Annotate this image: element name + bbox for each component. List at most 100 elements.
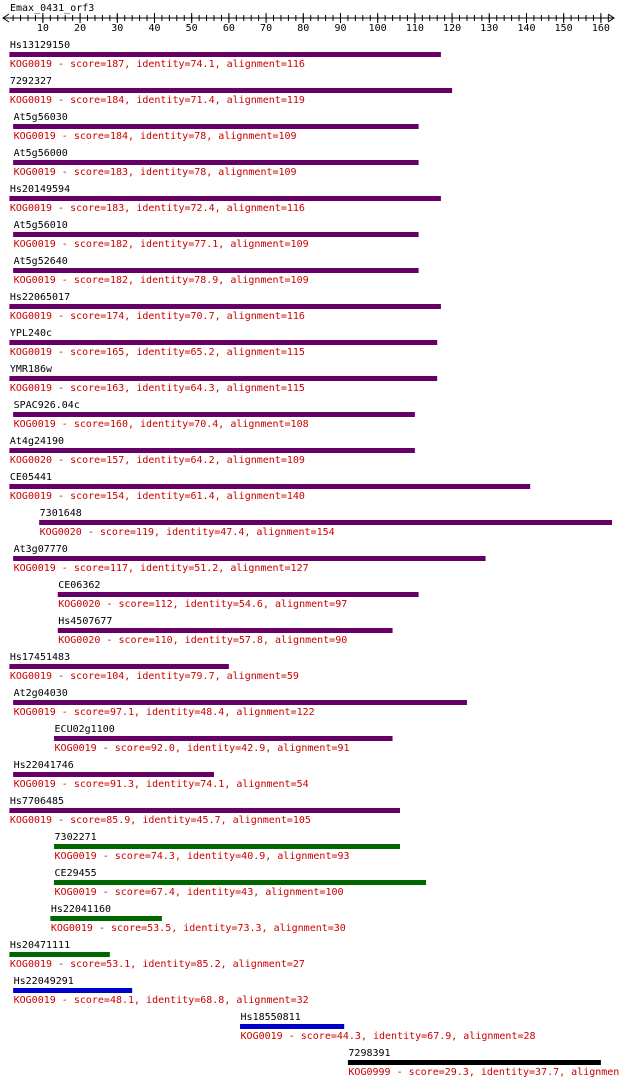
hit-row: Hs20149594 KOG0019 - score=183, identity=… xyxy=(9,184,441,214)
hit-name: At4g24190 xyxy=(10,436,64,447)
hit-description: KOG0019 - score=182, identity=78.9, alig… xyxy=(14,275,309,286)
hit-row: CE29455 KOG0019 - score=67.4, identity=43… xyxy=(54,868,427,898)
hit-name: CE29455 xyxy=(55,868,97,879)
hit-row: Hs13129150 KOG0019 - score=187, identity=… xyxy=(9,40,441,70)
hit-description: KOG0019 - score=187, identity=74.1, alig… xyxy=(10,59,305,70)
hit-row: ECU02g1100 KOG0019 - score=92.0, identity… xyxy=(54,724,393,754)
hit-name: Hs22065017 xyxy=(10,292,70,303)
hit-description: KOG0020 - score=112, identity=54.6, alig… xyxy=(58,599,347,610)
hit-bar xyxy=(9,340,438,345)
hit-name: 7302271 xyxy=(55,832,97,843)
hit-bar xyxy=(54,736,393,741)
hit-description: KOG0019 - score=165, identity=65.2, alig… xyxy=(10,347,305,358)
hit-bar xyxy=(13,556,486,561)
hit-description: KOG0019 - score=74.3, identity=40.9, ali… xyxy=(55,851,350,862)
axis-tick-label: 150 xyxy=(555,23,573,34)
hit-row: 7302271 KOG0019 - score=74.3, identity=40… xyxy=(54,832,400,862)
hit-description: KOG0019 - score=174, identity=70.7, alig… xyxy=(10,311,305,322)
hit-name: Hs20149594 xyxy=(10,184,70,195)
hit-name: Hs20471111 xyxy=(10,940,70,951)
hit-bar xyxy=(9,448,415,453)
hit-name: 7292327 xyxy=(10,76,52,87)
axis-tick-label: 110 xyxy=(406,23,424,34)
axis-tick-label: 30 xyxy=(111,23,123,34)
hit-row: At4g24190 KOG0020 - score=157, identity=6… xyxy=(9,436,415,466)
hit-bar xyxy=(9,808,401,813)
hit-description: KOG0019 - score=183, identity=78, alignm… xyxy=(14,167,297,178)
hit-name: Hs22049291 xyxy=(14,976,74,987)
axis-tick-label: 40 xyxy=(148,23,160,34)
hit-row: Hs20471111 KOG0019 - score=53.1, identity… xyxy=(9,940,305,970)
hit-name: Hs17451483 xyxy=(10,652,70,663)
hit-name: At5g56010 xyxy=(14,220,68,231)
hit-row: Hs22049291 KOG0019 - score=48.1, identity… xyxy=(13,976,309,1006)
hit-name: Hs22041746 xyxy=(14,760,74,771)
hit-description: KOG0019 - score=92.0, identity=42.9, ali… xyxy=(55,743,350,754)
axis-tick-label: 130 xyxy=(480,23,498,34)
hit-row: Hs22041746 KOG0019 - score=91.3, identity… xyxy=(13,760,309,790)
axis-tick-label: 70 xyxy=(260,23,272,34)
hit-row: CE05441 KOG0019 - score=154, identity=61.… xyxy=(9,472,531,502)
hit-description: KOG0019 - score=117, identity=51.2, alig… xyxy=(14,563,309,574)
hit-description: KOG0020 - score=119, identity=47.4, alig… xyxy=(40,527,335,538)
hit-row: At5g56000 KOG0019 - score=183, identity=7… xyxy=(13,148,419,178)
hit-description: KOG0019 - score=97.1, identity=48.4, ali… xyxy=(14,707,315,718)
chart-title: Emax_0431_orf3 xyxy=(10,3,94,14)
hit-bar xyxy=(9,52,441,57)
hit-description: KOG0019 - score=184, identity=78, alignm… xyxy=(14,131,297,142)
hit-description: KOG0019 - score=104, identity=79.7, alig… xyxy=(10,671,299,682)
hit-bar xyxy=(57,628,393,633)
hit-bar xyxy=(9,376,438,381)
hit-row: Hs22041160 KOG0019 - score=53.5, identity… xyxy=(50,904,346,934)
axis-arrow-right-icon xyxy=(607,13,615,23)
hit-description: KOG0019 - score=163, identity=64.3, alig… xyxy=(10,383,305,394)
hit-name: ECU02g1100 xyxy=(55,724,115,735)
hit-description: KOG0019 - score=183, identity=72.4, alig… xyxy=(10,203,305,214)
hit-name: 7301648 xyxy=(40,508,82,519)
position-axis: 10 20 30 40 50 60 70 80 90 100 110 120 130 140 150 160 xyxy=(2,13,615,34)
axis-tick-label: 20 xyxy=(74,23,86,34)
hit-name: Hs22041160 xyxy=(51,904,111,915)
hit-description: KOG0019 - score=53.1, identity=85.2, ali… xyxy=(10,959,305,970)
hit-row: At5g56030 KOG0019 - score=184, identity=7… xyxy=(13,112,419,142)
hit-row: Hs18550811 KOG0019 - score=44.3, identity… xyxy=(240,1012,536,1042)
hit-description: KOG0019 - score=160, identity=70.4, alig… xyxy=(14,419,309,430)
hit-row: YPL240c KOG0019 - score=165, identity=65.… xyxy=(9,328,438,358)
hit-name: CE06362 xyxy=(58,580,100,591)
hit-name: SPAC926.04c xyxy=(14,400,80,411)
hit-name: 7298391 xyxy=(348,1048,390,1059)
hit-bar xyxy=(9,664,229,669)
hit-bar xyxy=(347,1060,601,1065)
hit-row: At5g52640 KOG0019 - score=182, identity=7… xyxy=(13,256,419,286)
axis-tick-label: 160 xyxy=(592,23,610,34)
axis-tick-label: 140 xyxy=(517,23,535,34)
hit-name: At3g07770 xyxy=(14,544,68,555)
hit-bar xyxy=(13,412,415,417)
hit-description: KOG0020 - score=110, identity=57.8, alig… xyxy=(58,635,347,646)
hit-row: YMR186w KOG0019 - score=163, identity=64.… xyxy=(9,364,438,394)
hit-name: At2g04030 xyxy=(14,688,68,699)
hit-description: KOG0019 - score=91.3, identity=74.1, ali… xyxy=(14,779,309,790)
hit-name: Hs4507677 xyxy=(58,616,112,627)
axis-arrow-left-icon xyxy=(2,13,10,23)
hit-bar xyxy=(9,304,441,309)
axis-tick-label: 120 xyxy=(443,23,461,34)
axis-tick-label: 90 xyxy=(334,23,346,34)
hit-name: At5g52640 xyxy=(14,256,68,267)
hit-row: 7292327 KOG0019 - score=184, identity=71.… xyxy=(9,76,453,106)
hit-bar xyxy=(13,268,419,273)
hit-name: YPL240c xyxy=(10,328,52,339)
hit-description: KOG0019 - score=85.9, identity=45.7, ali… xyxy=(10,815,311,826)
hit-bar xyxy=(57,592,419,597)
hit-bar xyxy=(13,160,419,165)
hit-description: KOG0019 - score=53.5, identity=73.3, ali… xyxy=(51,923,346,934)
hit-description: KOG0019 - score=44.3, identity=67.9, ali… xyxy=(241,1031,536,1042)
hit-name: YMR186w xyxy=(10,364,53,375)
hit-bar xyxy=(13,988,133,993)
hit-row: 7301648 KOG0020 - score=119, identity=47.… xyxy=(39,508,613,538)
hit-bar xyxy=(9,952,110,957)
hit-name: Hs7706485 xyxy=(10,796,64,807)
hit-name: Hs18550811 xyxy=(241,1012,301,1023)
hit-row: At3g07770 KOG0019 - score=117, identity=5… xyxy=(13,544,486,574)
axis-tick-label: 50 xyxy=(186,23,198,34)
